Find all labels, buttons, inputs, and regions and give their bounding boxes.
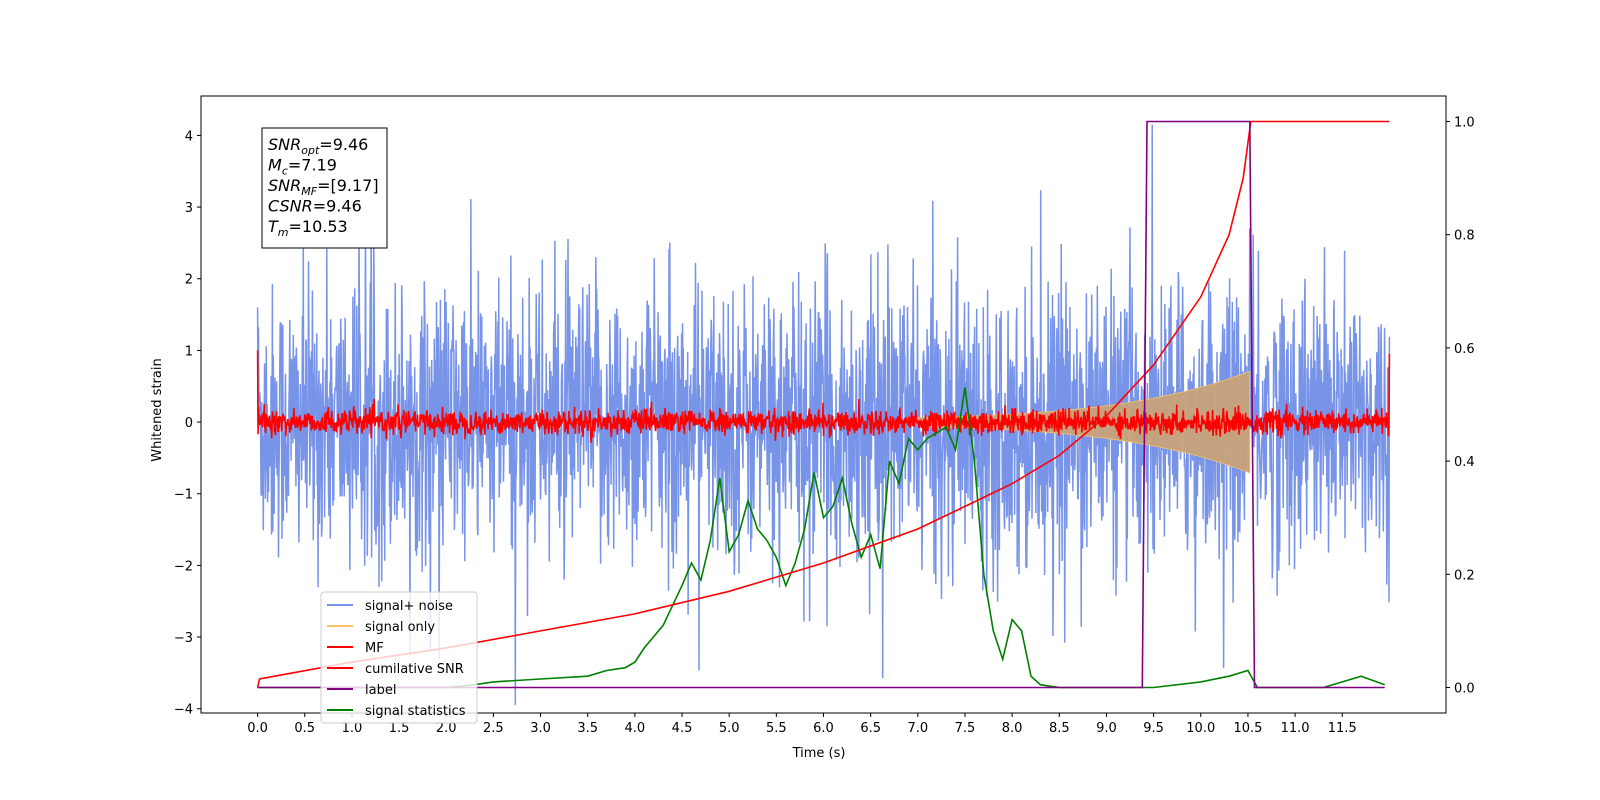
- y-tick-label: −3: [174, 631, 193, 646]
- x-tick-label: 10.0: [1186, 721, 1215, 736]
- y2-tick-label: 1.0: [1454, 115, 1475, 130]
- x-tick-label: 4.5: [672, 721, 693, 736]
- y-tick-label: 0: [185, 416, 193, 431]
- y2-tick-label: 0.8: [1454, 229, 1475, 244]
- x-tick-label: 8.0: [1002, 721, 1023, 736]
- y2-tick-label: 0.0: [1454, 682, 1475, 697]
- x-tick-label: 2.5: [483, 721, 504, 736]
- legend-entry: cumilative SNR: [365, 662, 464, 677]
- y-tick-label: 3: [185, 201, 193, 216]
- x-tick-label: 5.0: [719, 721, 740, 736]
- legend-entry: signal statistics: [365, 704, 466, 719]
- x-tick-label: 3.0: [530, 721, 551, 736]
- y-tick-label: 4: [185, 129, 193, 144]
- legend-entry: MF: [365, 641, 384, 656]
- x-tick-label: 3.5: [577, 721, 598, 736]
- y2-tick-label: 0.6: [1454, 342, 1475, 357]
- x-tick-label: 4.0: [625, 721, 646, 736]
- legend-entry: label: [365, 683, 396, 698]
- y-tick-label: 2: [185, 273, 193, 288]
- legend-entry: signal only: [365, 620, 435, 635]
- y2-tick-label: 0.4: [1454, 455, 1475, 470]
- series-line-mf: [256, 350, 1391, 443]
- legend-entry: signal+ noise: [365, 599, 453, 614]
- x-tick-label: 6.0: [813, 721, 834, 736]
- x-tick-label: 6.5: [860, 721, 881, 736]
- annotation-box: SNRopt=9.46Mc=7.19SNRMF=[9.17]CSNR=9.46T…: [261, 127, 388, 249]
- x-tick-label: 2.0: [436, 721, 457, 736]
- y-tick-label: 1: [185, 344, 193, 359]
- x-tick-label: 1.5: [389, 721, 410, 736]
- legend: signal+ noise signal only MF cumilative SNR…: [320, 591, 478, 724]
- x-tick-label: 11.5: [1328, 721, 1357, 736]
- x-tick-label: 0.5: [294, 721, 315, 736]
- y-tick-label: −1: [174, 488, 193, 503]
- x-tick-label: 5.5: [766, 721, 787, 736]
- annotation-line: SNRopt=9.46: [268, 135, 368, 157]
- x-tick-label: 1.0: [342, 721, 363, 736]
- x-tick-label: 9.0: [1096, 721, 1117, 736]
- x-axis-label: Time (s): [792, 746, 846, 761]
- annotation-line: SNRMF=[9.17]: [268, 176, 379, 198]
- annotation-frame: [261, 127, 388, 249]
- x-tick-label: 0.0: [247, 721, 268, 736]
- series-line-label: [257, 120, 1385, 689]
- y-axis-label: Whitened strain: [150, 358, 165, 461]
- legend-frame: [320, 591, 478, 724]
- plot-area: [256, 120, 1391, 706]
- y-tick-label: −2: [174, 559, 193, 574]
- x-tick-label: 7.0: [907, 721, 928, 736]
- y-tick-label: −4: [174, 703, 193, 718]
- annotation-line: Tm=10.53: [268, 217, 348, 239]
- x-tick-label: 11.0: [1281, 721, 1310, 736]
- x-tick-label: 9.5: [1143, 721, 1164, 736]
- y2-tick-label: 0.2: [1454, 568, 1475, 583]
- annotation-line: CSNR=9.46: [268, 197, 362, 216]
- x-tick-label: 8.5: [1049, 721, 1070, 736]
- x-tick-label: 7.5: [955, 721, 976, 736]
- annotation-line: Mc=7.19: [268, 156, 337, 178]
- axes: 0.0 0.5 1.0 1.5 2.0 2.5 3.0 3.5 4.0 4.5 5.0 5.5 6.0 6…: [174, 95, 1475, 736]
- x-tick-label: 10.5: [1233, 721, 1262, 736]
